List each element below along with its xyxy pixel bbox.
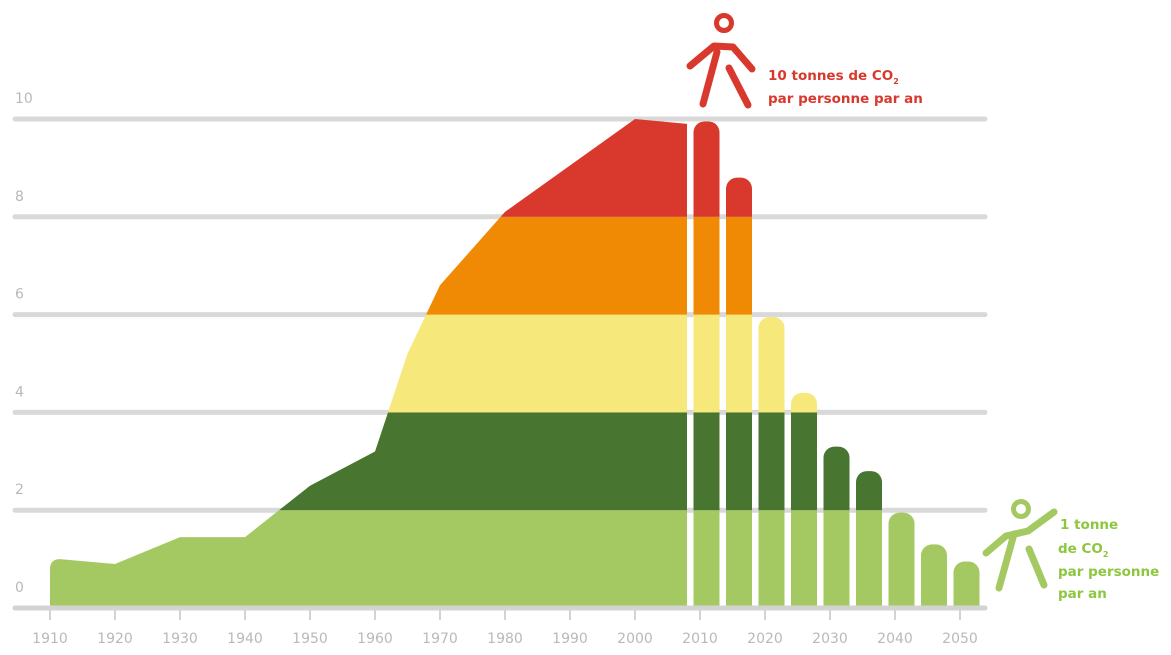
x-tick-label: 1930	[162, 631, 198, 647]
y-tick-label: 4	[15, 384, 24, 400]
annotation-high-sub: 2	[893, 77, 899, 86]
bar-band	[693, 314, 980, 413]
annotation-low: 1 tonne de CO2 par personne par an	[982, 499, 1164, 602]
x-tick-label: 2040	[877, 631, 913, 647]
x-tick-label: 1910	[32, 631, 68, 647]
annotation-high: 10 tonnes de CO2 par personne par an	[686, 13, 923, 109]
annotation-low-line4: par an	[1058, 586, 1107, 602]
x-tick-label: 1940	[227, 631, 263, 647]
projection-bars	[693, 121, 980, 608]
x-tick-label: 2030	[812, 631, 848, 647]
x-tick-label: 2050	[942, 631, 978, 647]
annotation-high-line1: 10 tonnes de CO	[768, 68, 893, 84]
y-tick-label: 0	[15, 580, 24, 596]
x-tick-label: 1980	[487, 631, 523, 647]
historical-area	[50, 119, 687, 608]
area-band	[50, 216, 687, 315]
x-tick-label: 1920	[97, 631, 133, 647]
annotation-low-line1: 1 tonne	[1060, 517, 1118, 533]
x-tick-label: 2010	[682, 631, 718, 647]
x-tick-label: 1950	[292, 631, 328, 647]
bar-band	[693, 121, 980, 217]
area-band	[50, 510, 687, 608]
area-band	[50, 412, 687, 511]
bar-band	[693, 510, 980, 608]
person-icon-low	[982, 499, 1058, 592]
x-tick-label: 1960	[357, 631, 393, 647]
x-tick-label: 1970	[422, 631, 458, 647]
area-band	[50, 314, 687, 413]
y-tick-label: 2	[15, 482, 24, 498]
annotation-high-label: 10 tonnes de CO2 par personne par an	[768, 68, 923, 107]
bar-band	[693, 216, 980, 315]
y-tick-label: 10	[15, 91, 33, 107]
annotation-high-line2: par personne par an	[768, 91, 923, 107]
x-tick-label: 2000	[617, 631, 653, 647]
annotation-low-sub: 2	[1103, 550, 1109, 559]
x-axis-labels: 1910 1920 1930 1940 1950 1960 1970 1980 1990 2000…	[32, 631, 978, 647]
y-axis-labels: 0 2 4 6 8 10	[15, 91, 33, 596]
annotation-low-line3: par personne	[1058, 564, 1159, 580]
annotation-low-line2: de CO	[1058, 541, 1103, 557]
annotation-low-label: 1 tonne de CO2 par personne par an	[1058, 517, 1164, 602]
x-tick-label: 1990	[552, 631, 588, 647]
y-tick-label: 8	[15, 189, 24, 205]
y-tick-label: 6	[15, 287, 24, 303]
person-icon-high	[686, 13, 756, 109]
bar-band	[693, 412, 980, 511]
area-band	[50, 119, 687, 217]
x-axis-ticks	[49, 610, 961, 620]
x-tick-label: 2020	[747, 631, 783, 647]
